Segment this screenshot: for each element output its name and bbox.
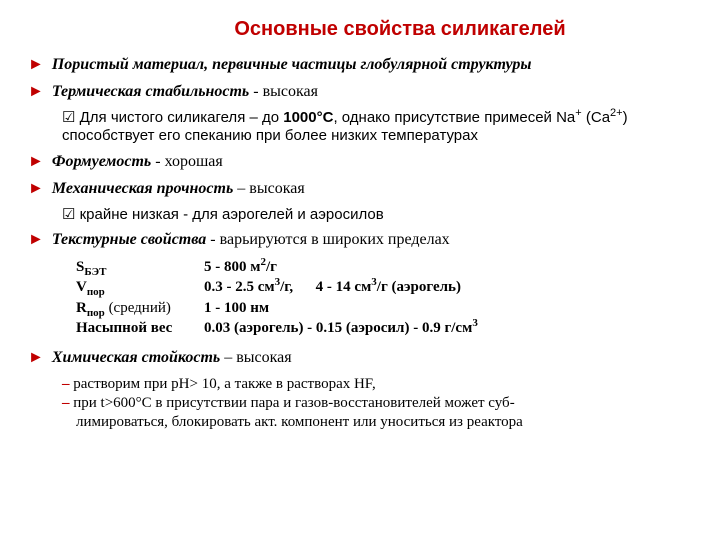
textural-params: SБЭТ 5 - 800 м2/г Vпор 0.3 - 2.5 см3/г, …	[76, 257, 692, 338]
chemical-detail-1: – растворим при pH> 10, а также в раство…	[62, 375, 692, 394]
triangle-icon: ►	[28, 153, 44, 170]
bullet-term: Термическая стабильность	[52, 83, 249, 100]
param-vpor: Vпор 0.3 - 2.5 см3/г, 4 - 14 см3/г (аэро…	[76, 277, 692, 297]
bullet-rest: – высокая	[233, 180, 304, 197]
bullet-term: Химическая стойкость	[52, 349, 220, 366]
param-value: 1 - 100 нм	[204, 298, 269, 318]
bullet-rest: - варьируются в широких пределах	[206, 231, 449, 248]
dash-icon: –	[62, 376, 70, 392]
bullet-term: Текстурные свойства	[52, 231, 206, 248]
param-label: Насыпной вес	[76, 318, 204, 338]
param-label: Vпор	[76, 277, 204, 297]
triangle-icon: ►	[28, 56, 44, 73]
param-rpor: Rпор (средний) 1 - 100 нм	[76, 298, 692, 318]
text: растворим при pH> 10, а также в раствора…	[73, 376, 375, 392]
text: (Ca	[582, 109, 610, 126]
chemical-detail-2: – при t>600°С в присутствии пара и газов…	[62, 394, 692, 413]
bullet-term: Механическая прочность	[52, 180, 233, 197]
text: лимироваться, блокировать акт. компонент…	[76, 414, 523, 430]
text: при t>600°С в присутствии пара и газов-в…	[73, 395, 514, 411]
bullet-porous: ► Пористый материал, первичные частицы г…	[28, 55, 692, 76]
bullet-thermal: ► Термическая стабильность - высокая	[28, 82, 692, 103]
bullet-rest: – высокая	[220, 349, 291, 366]
bullet-chemical: ► Химическая стойкость – высокая	[28, 348, 692, 369]
dash-icon: –	[62, 395, 70, 411]
mechanical-detail: ☑ крайне низкая - для аэрогелей и аэроси…	[62, 206, 692, 225]
param-sbet: SБЭТ 5 - 800 м2/г	[76, 257, 692, 277]
bullet-textural: ► Текстурные свойства - варьируются в ши…	[28, 230, 692, 251]
bullet-text: Пористый материал, первичные частицы гло…	[52, 56, 532, 73]
bullet-rest: - хорошая	[151, 153, 223, 170]
triangle-icon: ►	[28, 231, 44, 248]
param-value: 0.03 (аэрогель) - 0.15 (аэросил) - 0.9 г…	[204, 318, 478, 338]
bullet-mechanical: ► Механическая прочность – высокая	[28, 179, 692, 200]
param-bulk: Насыпной вес 0.03 (аэрогель) - 0.15 (аэр…	[76, 318, 692, 338]
triangle-icon: ►	[28, 83, 44, 100]
param-value: 0.3 - 2.5 см3/г, 4 - 14 см3/г (аэрогель)	[204, 277, 461, 297]
bullet-rest: - высокая	[249, 83, 318, 100]
thermal-detail: ☑ Для чистого силикагеля – до 1000°С, од…	[62, 109, 692, 147]
triangle-icon: ►	[28, 180, 44, 197]
param-value: 5 - 800 м2/г	[204, 257, 277, 277]
param-label: Rпор (средний)	[76, 298, 204, 318]
temp: 1000°С	[283, 109, 333, 126]
slide-title: Основные свойства силикагелей	[28, 18, 692, 41]
text: ☑ Для чистого силикагеля – до	[62, 109, 283, 126]
triangle-icon: ►	[28, 349, 44, 366]
text: , однако присутствие примесей Na	[333, 109, 575, 126]
bullet-term: Формуемость	[52, 153, 151, 170]
chemical-detail-2b: лимироваться, блокировать акт. компонент…	[76, 413, 692, 432]
bullet-formability: ► Формуемость - хорошая	[28, 152, 692, 173]
param-label: SБЭТ	[76, 257, 204, 277]
